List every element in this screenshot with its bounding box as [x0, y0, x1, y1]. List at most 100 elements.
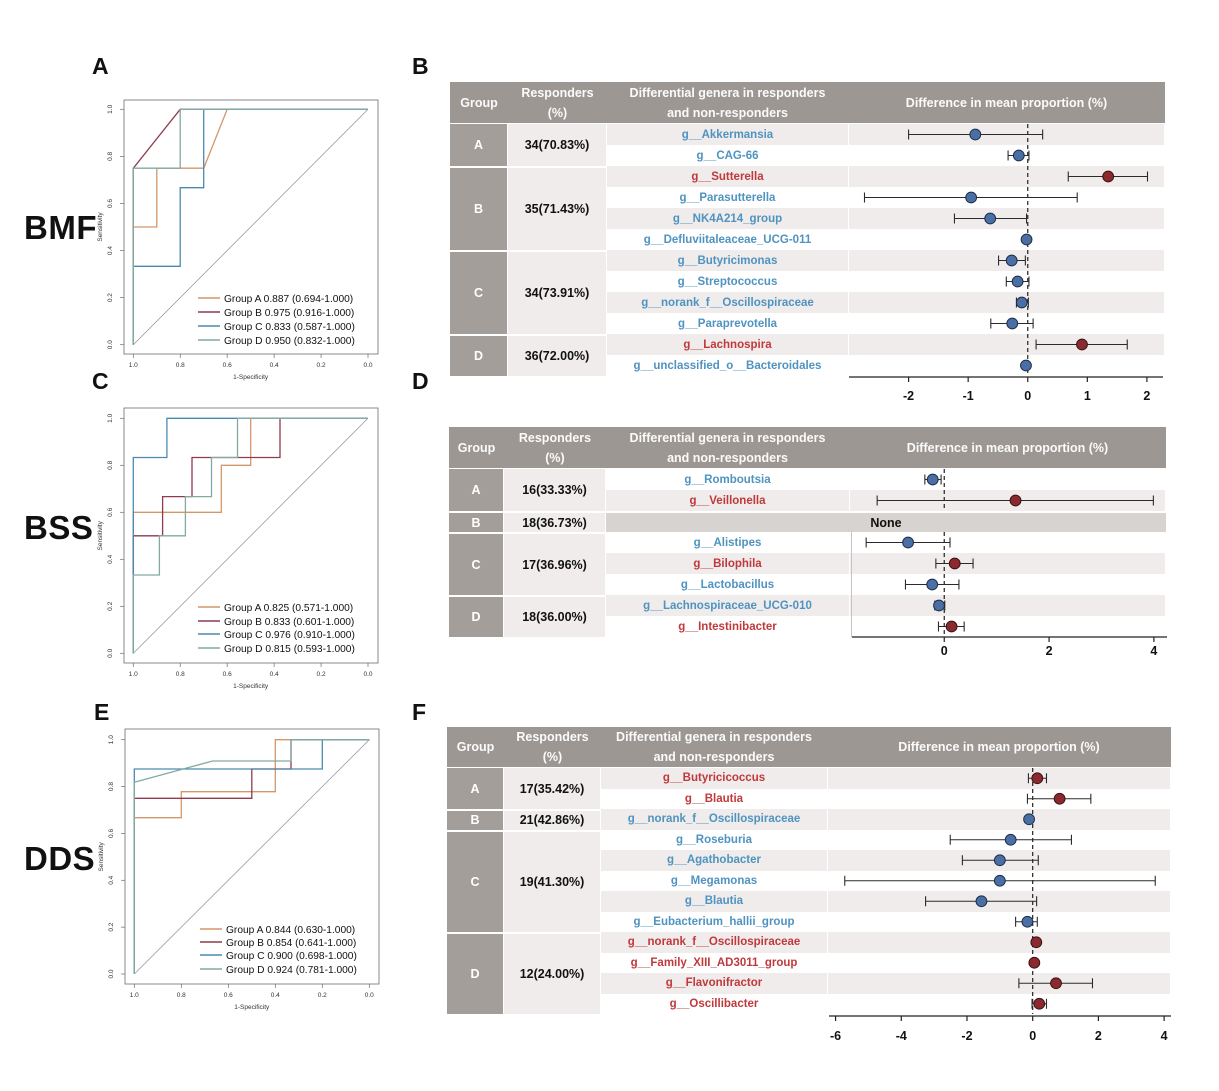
panel-label-e: E	[94, 699, 110, 725]
mean-point-blue	[1006, 317, 1019, 330]
genus-cell: g__Blautia	[601, 788, 827, 809]
y-tick-label: 0.2	[107, 601, 114, 610]
x-tick-label: 4	[1150, 644, 1157, 658]
genus-cell: g__Oscillibacter	[601, 993, 827, 1014]
x-tick-label: 4	[1161, 1029, 1168, 1043]
legend-group-name: Group B	[224, 617, 262, 628]
y-tick-label: 1.0	[107, 413, 114, 422]
responders-value: 21(42.86%)	[519, 813, 585, 828]
group-cell-c: C	[449, 532, 504, 595]
genus-cell: g__Lachnospira	[607, 334, 848, 355]
genus-cell: g__Defluviitaleaceae_UCG-011	[607, 229, 848, 250]
genus-name: g__Lactobacillus	[680, 578, 775, 591]
row-label-bss: BSS	[24, 509, 94, 546]
genus-name: g__Blautia	[684, 895, 744, 908]
genus-cell: g__Akkermansia	[607, 124, 848, 145]
legend-group-name: Group D	[224, 336, 263, 347]
legend-label-group-d: Group D 0.815 (0.593-1.000)	[224, 644, 355, 655]
y-tick-label: 0.6	[108, 829, 115, 838]
group-letter: C	[473, 286, 484, 300]
y-axis-label: Sensitivity	[97, 520, 104, 550]
header-responders-line: Responders	[516, 730, 589, 744]
legend-label-group-b: Group B 0.975 (0.916-1.000)	[224, 308, 354, 319]
legend-label-group-d: Group D 0.950 (0.832-1.000)	[224, 336, 355, 347]
legend-ci: (0.694-1.000)	[292, 294, 353, 305]
mean-point-red	[1009, 494, 1022, 507]
genus-cell: g__unclassified_o__Bacteroidales	[607, 355, 848, 376]
legend-group-name: Group D	[226, 965, 265, 976]
group-cell-b: B	[450, 166, 508, 250]
genus-name: g__Butyricicoccus	[662, 772, 766, 785]
plot-row-stripe	[849, 292, 1164, 313]
legend-ci: (0.587-1.000)	[294, 322, 355, 333]
responders-cell: 36(72.00%)	[508, 334, 607, 376]
genus-name: g__Family_XIII_AD3011_group	[630, 956, 798, 969]
mean-point-blue	[993, 854, 1006, 867]
mean-point-blue	[1004, 833, 1017, 846]
genus-name: g__Akkermansia	[681, 128, 774, 141]
genus-cell: g__Roseburia	[601, 829, 827, 850]
y-axis-label: Sensitivity	[98, 841, 105, 871]
x-tick-label: 2	[1095, 1029, 1102, 1043]
roc-curve-group-d	[133, 739, 370, 974]
mean-point-red	[1076, 338, 1088, 351]
plot-row-stripe	[850, 553, 1165, 574]
legend-auc: 0.833	[265, 617, 291, 628]
mean-point-red	[1102, 170, 1115, 183]
responders-value: 16(33.33%)	[522, 483, 587, 497]
mean-point-red	[948, 557, 961, 570]
group-cell-a: A	[447, 768, 504, 809]
x-tick-label: 0.2	[317, 362, 326, 369]
x-tick-label: 0.6	[223, 362, 232, 369]
genus-name: g__norank_f__Oscillospiraceae	[627, 813, 801, 826]
legend-label-group-a: Group A 0.887 (0.694-1.000)	[224, 294, 353, 305]
genus-name: g__Roseburia	[675, 833, 753, 846]
legend-group-name: Group A	[226, 925, 264, 936]
x-tick-label: 1.0	[129, 362, 138, 369]
legend-auc: 0.976	[265, 630, 291, 641]
plot-row-stripe	[828, 973, 1170, 994]
plot-row-stripe	[828, 809, 1170, 830]
group-cell-d: D	[450, 334, 508, 376]
plot-row-stripe	[849, 166, 1164, 187]
mean-point-blue	[1015, 296, 1028, 309]
y-tick-label: 0.8	[107, 460, 114, 469]
group-cell-a: A	[450, 124, 508, 166]
genus-cell: g__Romboutsia	[606, 469, 849, 490]
responders-value: 17(36.96%)	[522, 557, 587, 572]
header-difference: Difference in mean proportion (%)	[849, 427, 1166, 468]
responders-cell: 18(36.73%)	[504, 511, 606, 532]
genus-cell: g__Streptococcus	[607, 271, 848, 292]
y-tick-label: 0.6	[107, 199, 114, 208]
responders-cell: 35(71.43%)	[508, 166, 607, 250]
group-letter: D	[473, 349, 484, 363]
legend-ci: (0.832-1.000)	[294, 336, 355, 347]
responders-value: 18(36.00%)	[522, 610, 587, 624]
responders-value: 17(35.42%)	[519, 781, 585, 796]
group-letter: B	[473, 202, 484, 216]
group-cell-b: B	[449, 511, 504, 532]
responders-cell: 34(73.91%)	[508, 250, 607, 334]
genus-cell: g__Eubacterium_hallii_group	[601, 911, 827, 932]
genus-name: g__Flavonifractor	[665, 977, 763, 990]
genus-cell: g__Alistipes	[606, 532, 849, 553]
roc-chart-e: 1.0 0.8 0.6 0.4 0.2 0.0 0.0 0.2 0.4 0.6 0.8 1.0 1-Sp…	[98, 728, 380, 1011]
legend-label-group-b: Group B 0.833 (0.601-1.000)	[224, 617, 354, 628]
group-cell-c: C	[447, 829, 504, 932]
header-difference: Difference in mean proportion (%)	[848, 82, 1165, 123]
header-responders-line: (%)	[545, 450, 565, 465]
x-tick-label: 0	[941, 644, 948, 658]
header-genera-line: Differential genera in responders	[629, 85, 826, 100]
header-responders: Responders (%)	[504, 727, 601, 767]
reference-diagonal-line	[133, 418, 369, 654]
header-group-label: Group	[457, 440, 496, 455]
y-tick-label: 0.0	[108, 969, 115, 978]
x-tick-label: 0	[1024, 389, 1031, 403]
x-tick-label: 0.4	[270, 362, 279, 369]
legend-auc: 0.887	[264, 294, 290, 305]
responders-value: 36(72.00%)	[524, 349, 590, 363]
legend-group-name: Group C	[226, 951, 265, 962]
x-axis-label: 1-Specificity	[234, 1004, 270, 1011]
legend-auc: 0.900	[267, 951, 293, 962]
